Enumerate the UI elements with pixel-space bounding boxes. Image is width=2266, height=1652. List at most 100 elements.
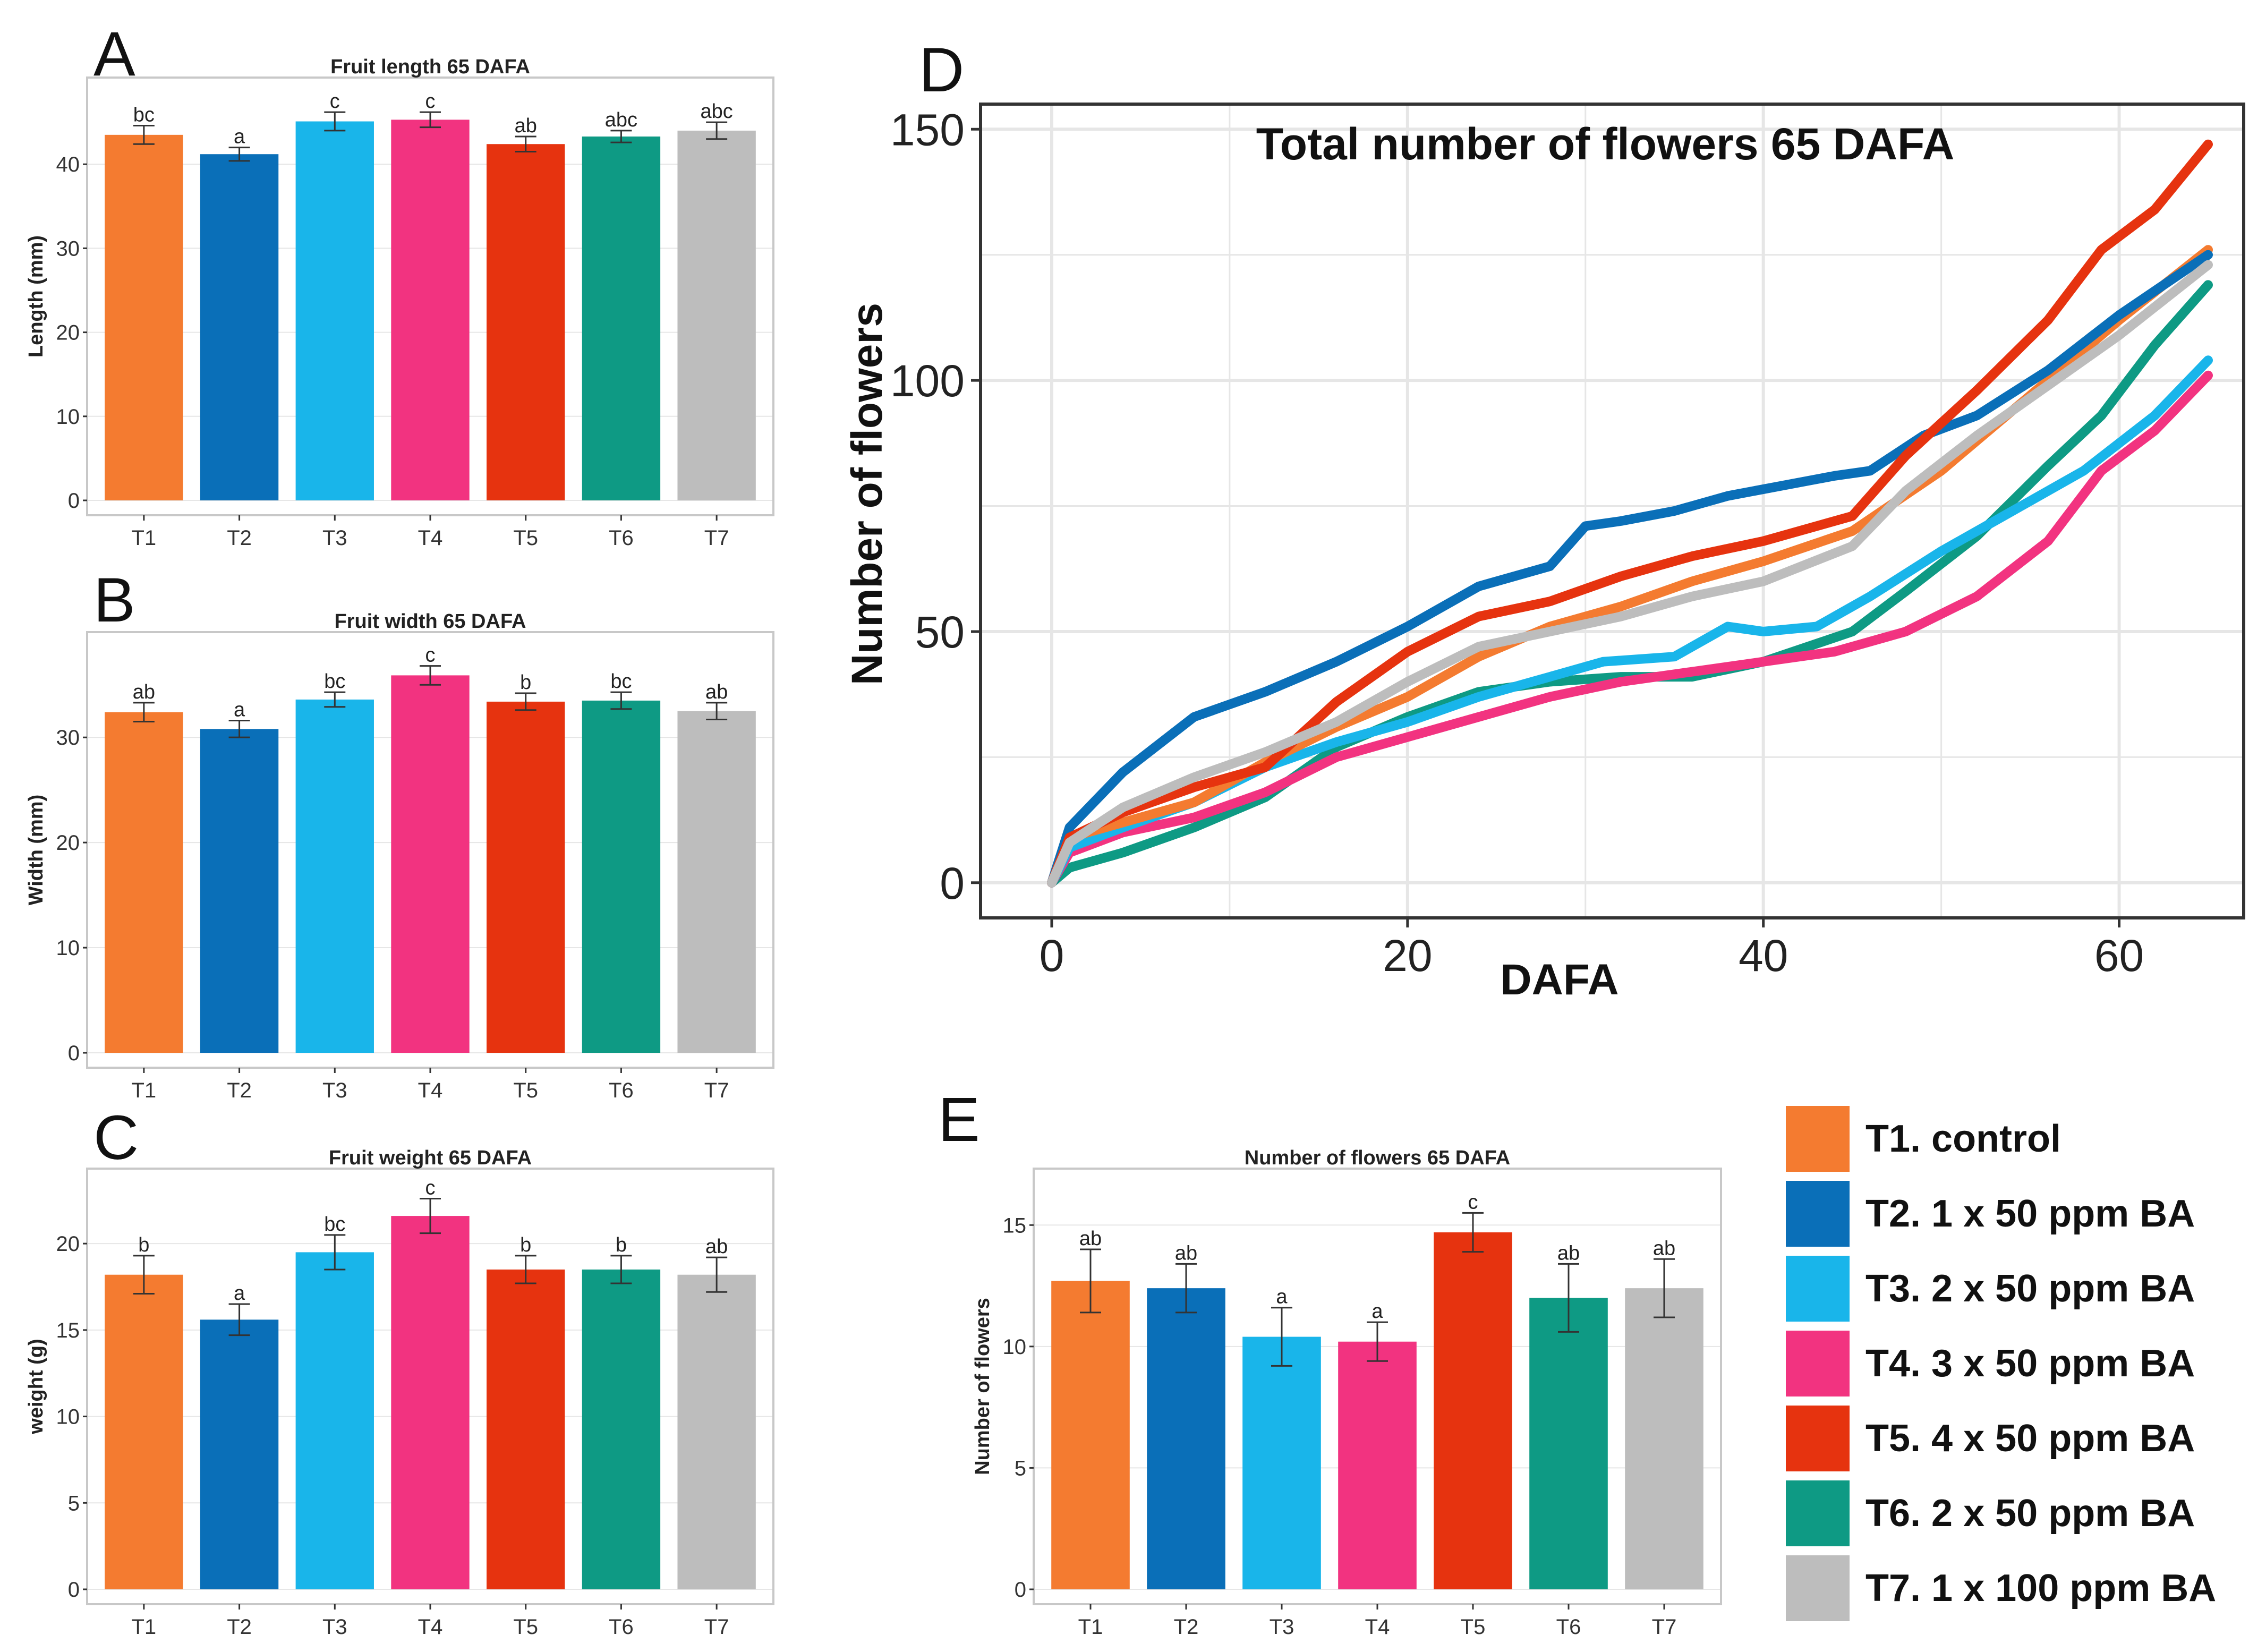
panel-label-b: B: [93, 565, 135, 635]
panel-d-xtick-label: 60: [2094, 931, 2144, 981]
significance-letter-b-t1: ab: [133, 681, 155, 703]
panel-b-xtick-label: T5: [513, 1079, 538, 1102]
panel-e-ylabel: Number of flowers: [972, 1298, 994, 1475]
panel-d-ylabel: Number of flowers: [843, 303, 891, 685]
legend: T1. control T2. 1 x 50 ppm BA T3. 2 x 50 p…: [1786, 1106, 2216, 1621]
panel-e-xtick-label: T5: [1461, 1615, 1486, 1639]
bar-c-t3: [295, 1252, 374, 1589]
panel-a-ytick-label: 30: [56, 237, 80, 260]
significance-letter-a-t7: abc: [701, 100, 733, 123]
legend-swatch-t3: [1786, 1256, 1850, 1322]
panel-e-chart: 0 5 10 15 Number of flowers 65 DAFA Number of…: [972, 1147, 1722, 1639]
panel-c-ytick-label: 20: [56, 1232, 80, 1256]
panel-a-xtick-label: T7: [704, 526, 729, 550]
significance-letter-a-t1: bc: [133, 104, 155, 126]
significance-letter-c-t1: b: [138, 1234, 149, 1256]
panel-d-xtick-label: 20: [1383, 931, 1432, 981]
significance-letter-a-t2: a: [234, 126, 245, 148]
panel-c-title: Fruit weight 65 DAFA: [329, 1147, 532, 1169]
legend-label-t6: T6. 2 x 50 ppm BA: [1865, 1492, 2195, 1535]
significance-letter-a-t3: c: [330, 90, 340, 113]
panel-a-xtick-label: T1: [132, 526, 157, 550]
significance-letter-b-t7: ab: [705, 681, 728, 703]
panel-a-ylabel: Length (mm): [25, 235, 47, 357]
significance-letter-b-t3: bc: [324, 670, 345, 693]
panel-c-xtick-label: T5: [513, 1615, 538, 1639]
significance-letter-c-t5: b: [520, 1234, 531, 1256]
panel-c-ytick-label: 10: [56, 1406, 80, 1429]
significance-letter-b-t4: c: [425, 644, 436, 667]
panel-b-ytick-label: 10: [56, 936, 80, 960]
panel-d-ytick-label: 150: [890, 105, 965, 155]
panel-b-xtick-label: T2: [227, 1079, 252, 1102]
panel-e-ytick-label: 0: [1015, 1578, 1026, 1602]
panel-c-xtick-label: T1: [132, 1615, 157, 1639]
legend-label-t4: T4. 3 x 50 ppm BA: [1865, 1342, 2195, 1385]
bar-e-t3: [1242, 1336, 1321, 1589]
significance-letter-a-t4: c: [425, 90, 436, 113]
panel-a-ytick-label: 0: [68, 489, 80, 513]
significance-letter-e-t7: ab: [1653, 1237, 1675, 1259]
bar-e-t6: [1529, 1298, 1608, 1589]
legend-swatch-t1: [1786, 1106, 1850, 1172]
panel-c-ylabel: weight (g): [25, 1339, 47, 1434]
panel-a-chart: 0 10 20 30 40 Fruit length 65 DAFA Length (mm)…: [25, 56, 774, 550]
bar-b-t4: [391, 675, 470, 1053]
series-line-t2: [1047, 250, 2213, 888]
panel-a-xtick-label: T2: [227, 526, 252, 550]
panel-d-xtick-label: 40: [1739, 931, 1788, 981]
bar-a-t4: [391, 120, 470, 501]
legend-label-t1: T1. control: [1865, 1118, 2061, 1160]
bar-b-t7: [677, 711, 756, 1053]
significance-letter-c-t4: c: [425, 1177, 436, 1199]
panel-a-ytick-label: 20: [56, 321, 80, 345]
panel-e-xtick-label: T7: [1652, 1615, 1677, 1639]
bar-c-t5: [487, 1269, 565, 1589]
panel-e-title: Number of flowers 65 DAFA: [1245, 1147, 1510, 1169]
panel-a-ytick-label: 10: [56, 405, 80, 429]
panel-e-xtick-label: T6: [1556, 1615, 1581, 1639]
bar-e-t1: [1051, 1281, 1130, 1589]
bar-b-t2: [200, 729, 279, 1053]
panel-b-ylabel: Width (mm): [25, 795, 47, 906]
legend-swatch-t6: [1786, 1480, 1850, 1546]
bar-c-t7: [677, 1274, 756, 1589]
legend-label-t3: T3. 2 x 50 ppm BA: [1865, 1267, 2195, 1310]
bar-b-t6: [582, 700, 661, 1053]
series-line-t6: [1047, 280, 2213, 888]
panel-c-chart: 0 5 10 15 20 Fruit weight 65 DAFA weight (g) b T…: [25, 1147, 774, 1639]
panel-c-xtick-label: T2: [227, 1615, 252, 1639]
panel-e-xtick-label: T3: [1270, 1615, 1294, 1639]
panel-a-xtick-label: T5: [513, 526, 538, 550]
bar-c-t6: [582, 1269, 661, 1589]
panel-a-xtick-label: T3: [322, 526, 347, 550]
panel-b-title: Fruit width 65 DAFA: [335, 610, 526, 633]
panel-c-xtick-label: T4: [418, 1615, 443, 1639]
panel-e-ytick-label: 5: [1015, 1457, 1026, 1480]
legend-label-t5: T5. 4 x 50 ppm BA: [1865, 1417, 2195, 1460]
series-line-t7: [1047, 260, 2213, 888]
significance-letter-b-t5: b: [520, 671, 531, 694]
bar-a-t2: [200, 154, 279, 501]
bar-e-t2: [1147, 1288, 1225, 1589]
bar-a-t7: [677, 130, 756, 500]
significance-letter-c-t3: bc: [324, 1213, 345, 1236]
panel-d-title: Total number of flowers 65 DAFA: [1256, 119, 1955, 169]
series-line-t5: [1047, 139, 2213, 888]
legend-swatch-t4: [1786, 1331, 1850, 1396]
significance-letter-c-t6: b: [616, 1234, 627, 1256]
bar-a-t6: [582, 137, 661, 501]
panel-b-xtick-label: T1: [132, 1079, 157, 1102]
legend-swatch-t5: [1786, 1406, 1850, 1471]
panel-d-ytick-label: 50: [915, 607, 965, 657]
panel-d-ytick-label: 100: [890, 356, 965, 406]
bar-e-t7: [1625, 1288, 1703, 1589]
panel-d-ytick-label: 0: [940, 858, 965, 908]
significance-letter-c-t7: ab: [705, 1236, 728, 1258]
significance-letter-b-t6: bc: [610, 670, 632, 693]
significance-letter-c-t2: a: [234, 1282, 245, 1305]
significance-letter-e-t6: ab: [1557, 1242, 1580, 1264]
significance-letter-e-t4: a: [1371, 1300, 1383, 1323]
panel-a-xtick-label: T4: [418, 526, 443, 550]
